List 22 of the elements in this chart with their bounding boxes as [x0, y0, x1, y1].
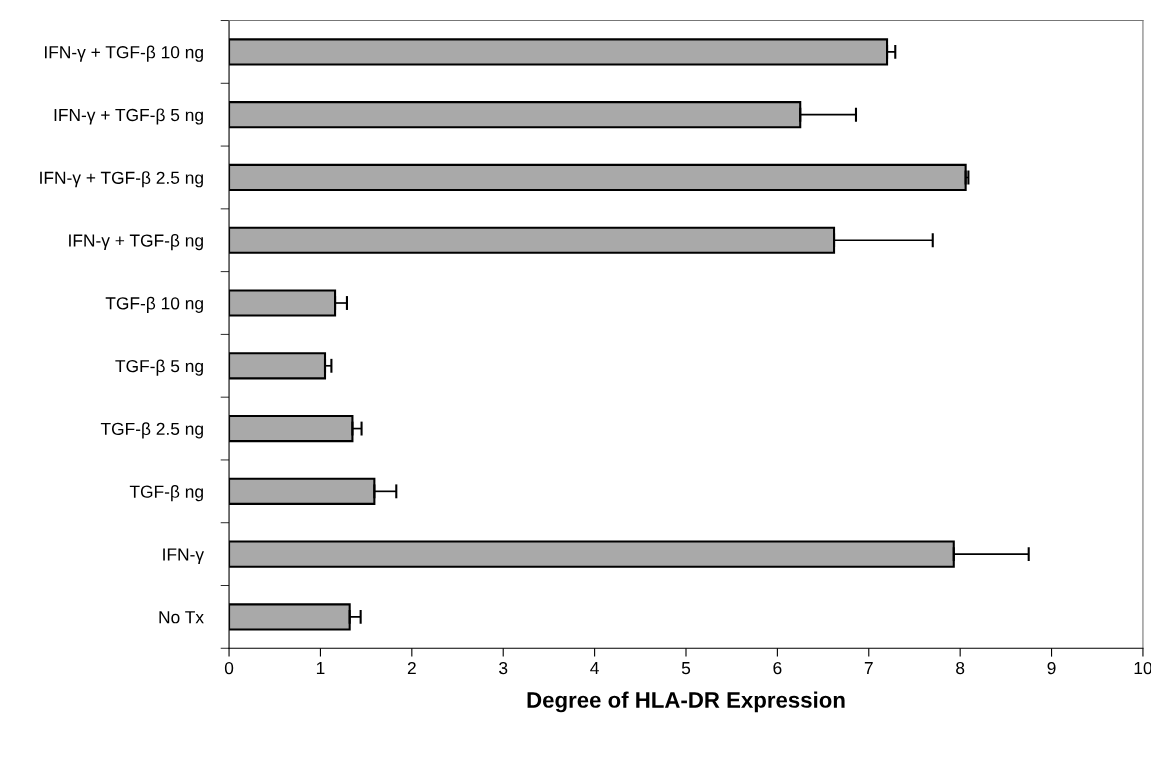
- x-tick-label: 0: [224, 661, 234, 675]
- y-tick-label: IFN-γ + TGF-β 5 ng: [54, 108, 203, 125]
- x-tick-label: 10: [1134, 661, 1151, 675]
- x-tick-label: 7: [864, 662, 873, 675]
- y-tick-label: TGF-β 5 ng: [115, 359, 203, 376]
- x-axis-title: Degree of HLA-DR Expression: [527, 691, 845, 713]
- y-tick-label: TGF-β 10 ng: [105, 296, 203, 313]
- y-tick-label: IFN-γ + TGF-β ng: [69, 233, 203, 251]
- x-tick-label: 6: [773, 661, 782, 675]
- x-tick-label: 2: [407, 661, 416, 675]
- x-tick-label: 3: [499, 661, 508, 675]
- y-tick-label: TGF-β 2.5 ng: [100, 422, 203, 439]
- x-tick-label: 9: [1047, 661, 1056, 675]
- x-tick-label: 8: [956, 661, 965, 675]
- y-tick-label: IFN-γ: [163, 548, 204, 564]
- x-tick-label: 4: [590, 662, 599, 675]
- x-tick-label: 5: [681, 662, 691, 675]
- y-tick-label: TGF-β ng: [129, 485, 203, 502]
- y-tick-label: IFN-γ + TGF-β 2.5 ng: [40, 171, 203, 188]
- y-tick-label: IFN-γ + TGF-β 10 ng: [45, 45, 203, 62]
- x-tick-label: 1: [316, 662, 325, 675]
- y-tick-label: No Tx: [159, 611, 204, 624]
